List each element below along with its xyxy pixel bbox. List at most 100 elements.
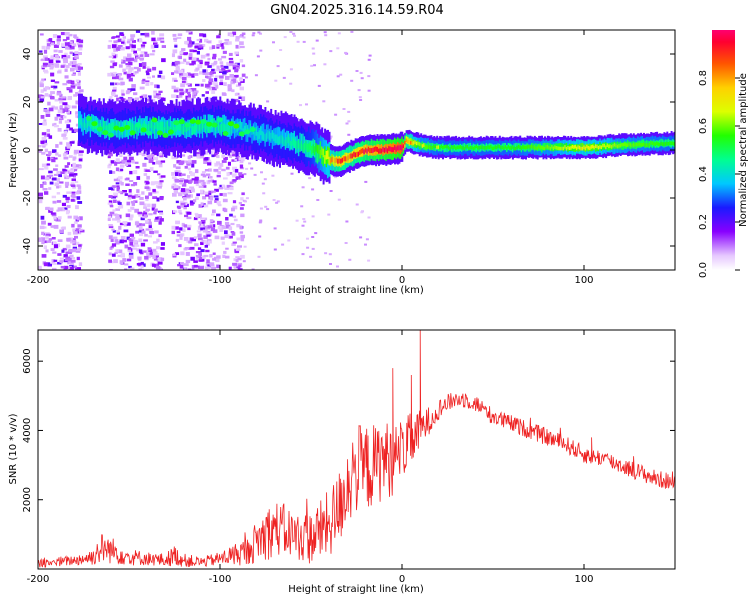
noise-cell: [251, 268, 255, 270]
ridge-cell: [389, 146, 392, 152]
noise-cell: [229, 186, 234, 191]
noise-cell: [229, 181, 234, 185]
y-tick-label: 0: [22, 147, 33, 153]
noise-cell: [63, 115, 67, 119]
ridge-cell: [510, 146, 513, 150]
ridge-cell: [334, 158, 337, 163]
ridge-cell: [245, 123, 248, 132]
noise-cell: [208, 240, 212, 244]
noise-cell: [229, 213, 233, 217]
ridge-cell: [283, 128, 286, 146]
ridge-cell: [235, 124, 238, 133]
noise-cell: [171, 176, 177, 179]
noise-cell: [132, 98, 137, 102]
noise-cell: [222, 254, 226, 258]
noise-cell: [67, 170, 72, 174]
noise-cell: [77, 66, 82, 70]
noise-cell: [207, 57, 211, 61]
noise-cell: [153, 241, 158, 244]
noise-cell: [40, 215, 45, 220]
x-tick-label: 0: [399, 275, 405, 286]
ridge-cell: [407, 139, 410, 144]
noise-cell: [75, 268, 79, 270]
noise-cell: [223, 177, 228, 180]
noise-cell: [121, 159, 126, 163]
noise-cell: [47, 157, 51, 161]
noise-cell: [216, 45, 220, 49]
noise-cell: [55, 152, 59, 156]
noise-cell: [182, 195, 188, 199]
noise-cell: [140, 44, 146, 47]
noise-cell: [123, 71, 127, 75]
noise-cell: [116, 35, 120, 38]
noise-cell: [38, 94, 42, 98]
ridge-cell: [190, 119, 193, 129]
noise-cell: [210, 196, 214, 201]
ridge-cell: [254, 131, 257, 141]
ridge-cell: [500, 145, 503, 150]
noise-cell: [116, 219, 121, 223]
ridge-cell: [647, 143, 650, 147]
noise-cell: [59, 257, 64, 260]
noise-cell: [71, 238, 76, 242]
noise-cell: [65, 244, 71, 249]
noise-cell: [72, 231, 78, 235]
ridge-cell: [523, 145, 526, 150]
ridge-cell: [97, 120, 99, 130]
noise-cell: [118, 73, 122, 76]
noise-cell: [180, 203, 186, 208]
ridge-cell: [133, 125, 136, 134]
noise-cell: [160, 247, 165, 250]
noise-cell: [76, 256, 80, 261]
ridge-cell: [613, 142, 616, 147]
ridge-cell: [580, 143, 583, 151]
noise-cell: [65, 256, 71, 259]
noise-cell: [134, 161, 139, 164]
noise-cell: [61, 109, 65, 114]
noise-cell: [57, 185, 62, 189]
noise-cell: [228, 52, 233, 56]
noise-cell: [159, 180, 164, 183]
noise-cell: [68, 155, 73, 158]
noise-cell: [180, 61, 185, 64]
noise-cell: [156, 238, 160, 243]
ridge-cell: [287, 134, 290, 144]
noise-cell: [212, 180, 217, 183]
noise-cell: [129, 170, 133, 175]
ridge-cell: [165, 121, 168, 131]
noise-cell: [234, 65, 240, 69]
noise-cell: [226, 184, 231, 188]
noise-cell: [63, 59, 68, 64]
ridge-cell: [228, 126, 230, 135]
noise-cell: [54, 116, 58, 121]
noise-cell: [108, 187, 114, 190]
noise-cell: [130, 88, 136, 91]
ridge-cell: [219, 125, 222, 134]
noise-cell: [153, 157, 159, 160]
noise-cell: [58, 120, 62, 124]
noise-cell: [150, 152, 155, 157]
noise-cell: [209, 262, 215, 266]
noise-cell: [111, 212, 115, 216]
noise-cell: [75, 63, 81, 68]
noise-cell: [137, 256, 142, 260]
ridge-cell: [542, 146, 545, 150]
noise-cell: [130, 206, 135, 211]
noise-cell: [122, 68, 126, 73]
noise-cell: [239, 77, 243, 80]
noise-cell: [218, 68, 223, 72]
ridge-cell: [167, 129, 174, 135]
noise-cell: [149, 53, 155, 56]
noise-cell: [174, 185, 179, 189]
noise-cell: [64, 68, 68, 72]
noise-cell: [117, 45, 123, 49]
ridge-cell: [481, 145, 484, 150]
noise-cell: [350, 30, 354, 33]
noise-cell: [39, 98, 45, 102]
noise-cell: [179, 88, 184, 92]
noise-cell: [227, 69, 231, 73]
noise-cell: [171, 172, 175, 176]
ridge-cell: [520, 146, 523, 150]
noise-cell: [234, 268, 238, 270]
noise-cell: [232, 79, 236, 83]
